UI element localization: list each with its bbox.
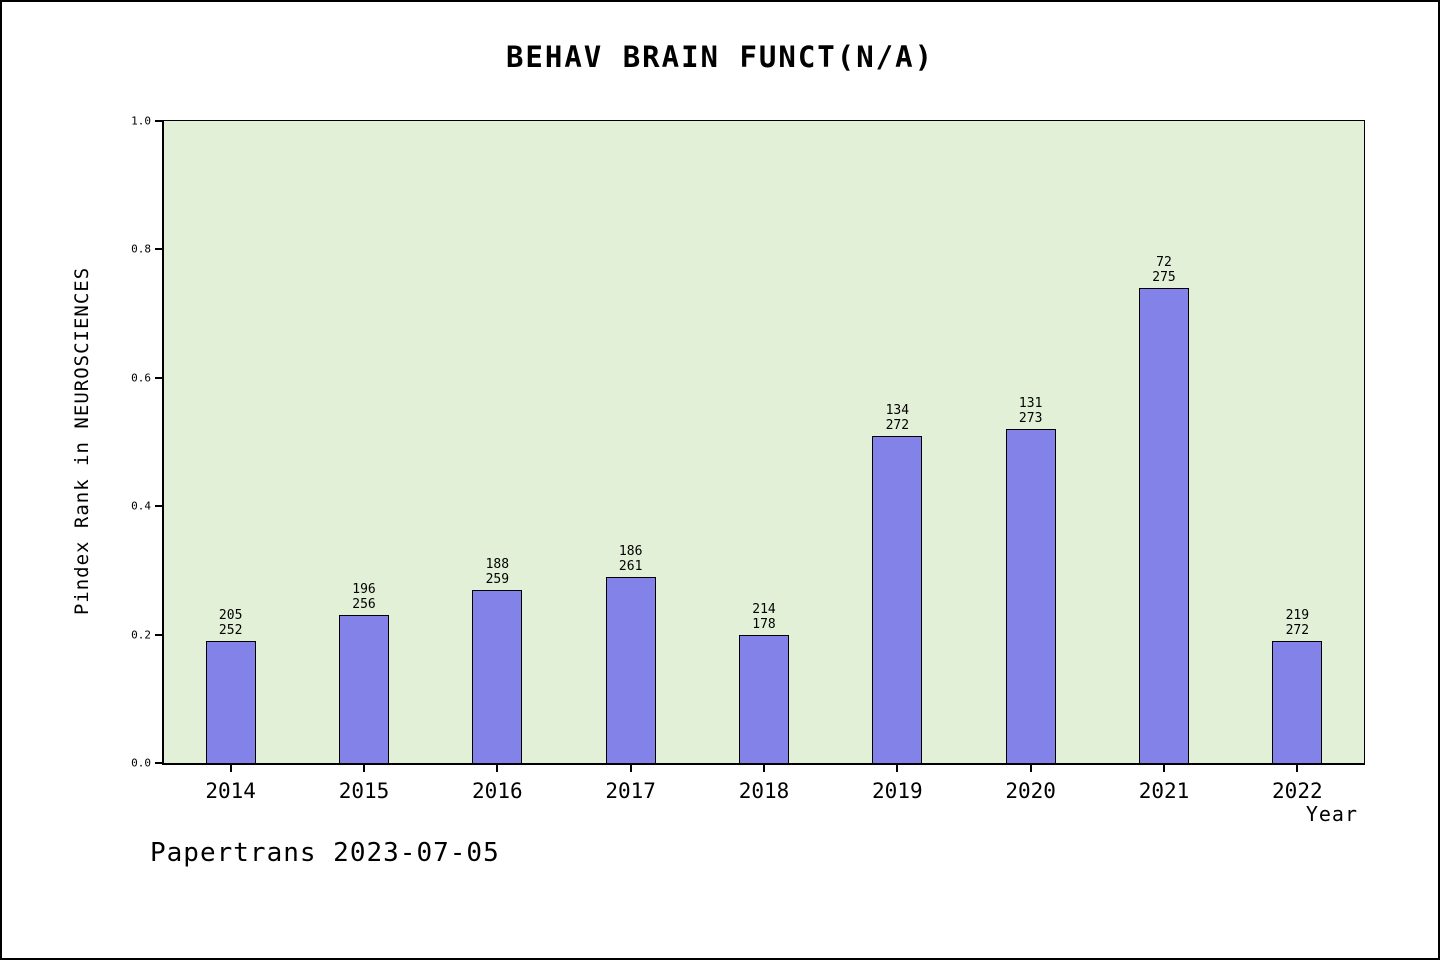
bar-2014 (205, 641, 256, 763)
bar-2017 (605, 576, 656, 763)
y-axis-tick-0.0 (155, 762, 162, 764)
y-tick-label-0.2: 0.2 (131, 628, 151, 642)
x-tick-label-2018: 2018 (738, 779, 790, 803)
y-tick-label-0.0: 0.0 (131, 756, 151, 770)
y-axis-tick-0.4 (155, 505, 162, 508)
bar-2020 (1005, 429, 1056, 763)
bar-value-label-2015: 196 256 (352, 582, 376, 613)
x-tick-label-2020: 2020 (1005, 779, 1056, 803)
x-tick-label-2016: 2016 (472, 779, 523, 803)
x-axis-tick-2017 (629, 765, 632, 772)
plot-area: 205 252 2014 196 256 2015 188 259 2016 186 261 2017… (131, 115, 1365, 803)
x-tick-label-2014: 2014 (205, 779, 256, 803)
x-axis-tick-2019 (896, 765, 899, 772)
x-axis-tick-2016 (496, 765, 499, 772)
y-tick-label-0.6: 0.6 (131, 371, 151, 385)
y-axis-tick-0.8 (155, 248, 162, 251)
bar-2021 (1139, 287, 1189, 763)
bar-value-label-2018: 214 178 (752, 601, 776, 632)
bar-value-label-2014: 205 252 (218, 608, 243, 639)
bar-value-label-2022: 219 272 (1285, 608, 1310, 639)
bar-2015 (338, 615, 389, 763)
bar-2019 (872, 435, 923, 763)
bar-2018 (739, 634, 789, 763)
bar-value-label-2021: 72 275 (1152, 254, 1176, 285)
y-tick-label-0.8: 0.8 (131, 242, 151, 256)
x-axis-tick-2014 (229, 765, 232, 772)
x-axis-tick-2022 (1296, 765, 1299, 772)
bar-2016 (472, 589, 523, 763)
x-tick-label-2022: 2022 (1272, 779, 1323, 803)
chart-title: BEHAV BRAIN FUNCT(N/A) (505, 40, 935, 74)
watermark-text: Papertrans 2023-07-05 (150, 838, 500, 868)
y-tick-label-0.4: 0.4 (131, 499, 151, 513)
x-tick-label-2017: 2017 (605, 779, 656, 803)
x-axis-tick-2021 (1163, 765, 1165, 772)
bar-value-label-2017: 186 261 (618, 543, 643, 574)
x-axis-label: Year (1305, 802, 1358, 826)
bar-value-label-2019: 134 272 (885, 402, 910, 433)
x-tick-label-2015: 2015 (338, 779, 390, 803)
x-axis-tick-2015 (363, 765, 365, 772)
bar-value-label-2020: 131 273 (1018, 396, 1043, 427)
x-axis-tick-2018 (763, 765, 765, 772)
y-axis-tick-0.6 (155, 376, 162, 379)
y-tick-label-1.0: 1.0 (131, 114, 151, 128)
y-axis-tick-1.0 (155, 120, 162, 122)
x-axis-tick-2020 (1029, 765, 1032, 772)
x-tick-label-2021: 2021 (1138, 779, 1190, 803)
x-tick-label-2019: 2019 (872, 779, 923, 803)
bar-value-label-2016: 188 259 (485, 556, 510, 587)
y-axis-tick-0.2 (155, 633, 162, 636)
bar-2022 (1272, 641, 1323, 763)
y-axis-label: Pindex Rank in NEUROSCIENCES (71, 266, 93, 616)
